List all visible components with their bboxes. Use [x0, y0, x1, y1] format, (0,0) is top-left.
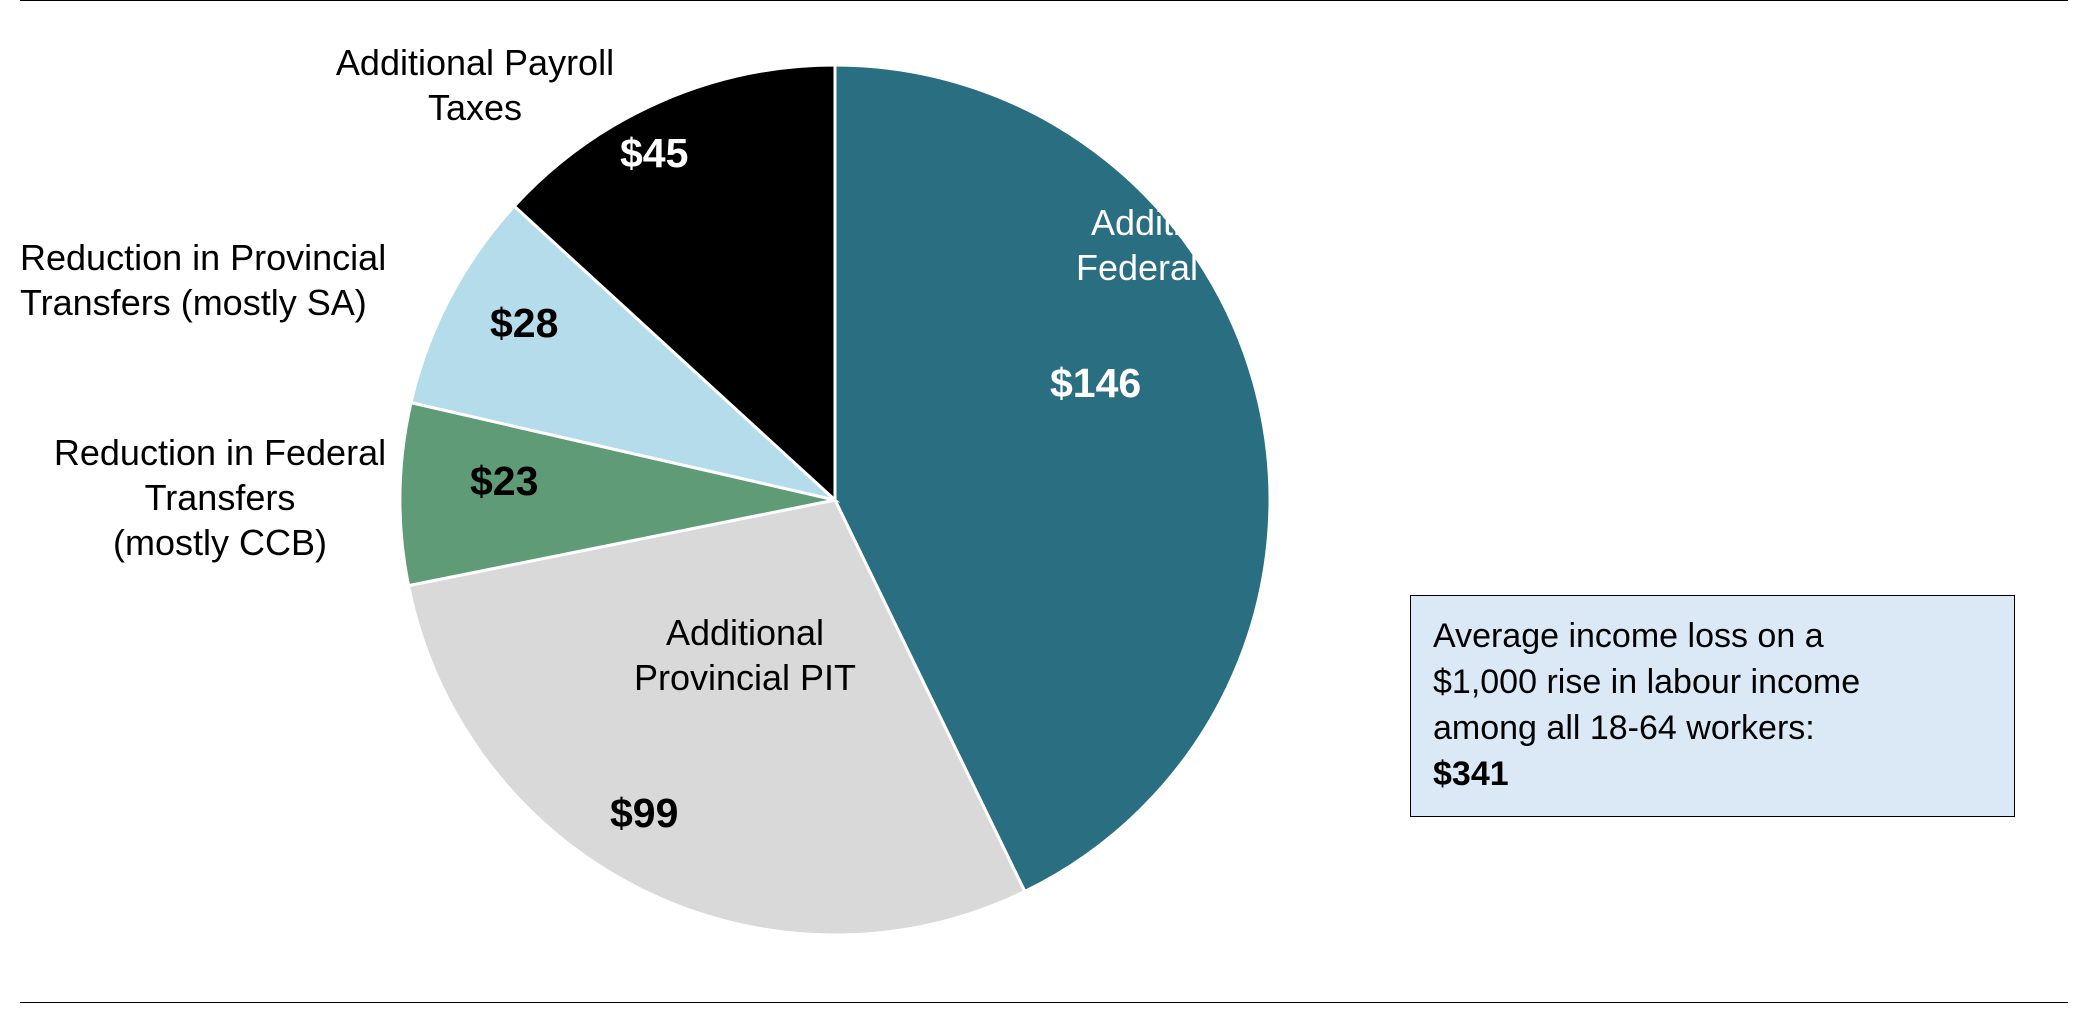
slice-value: $45: [620, 130, 688, 177]
summary-note-line: among all 18-64 workers:: [1433, 706, 1992, 752]
slice-label: Reduction in Provincial Transfers (mostl…: [20, 235, 386, 325]
slice-value: $28: [490, 300, 558, 347]
slice-value: $99: [610, 790, 678, 837]
slice-label: Additional Provincial PIT: [545, 610, 945, 700]
slice-label: Additional Federal PIT: [970, 200, 1370, 290]
slice-label: Additional Payroll Taxes: [275, 40, 675, 130]
slice-value: $146: [1050, 360, 1141, 407]
summary-note-total: $341: [1433, 752, 1992, 798]
slice-value: $23: [470, 458, 538, 505]
slice-label: Reduction in Federal Transfers (mostly C…: [20, 430, 420, 565]
summary-note-text: Average income loss on a$1,000 rise in l…: [1433, 614, 1992, 752]
summary-note-line: Average income loss on a: [1433, 614, 1992, 660]
summary-note-line: $1,000 rise in labour income: [1433, 660, 1992, 706]
summary-note-box: Average income loss on a$1,000 rise in l…: [1410, 595, 2015, 817]
